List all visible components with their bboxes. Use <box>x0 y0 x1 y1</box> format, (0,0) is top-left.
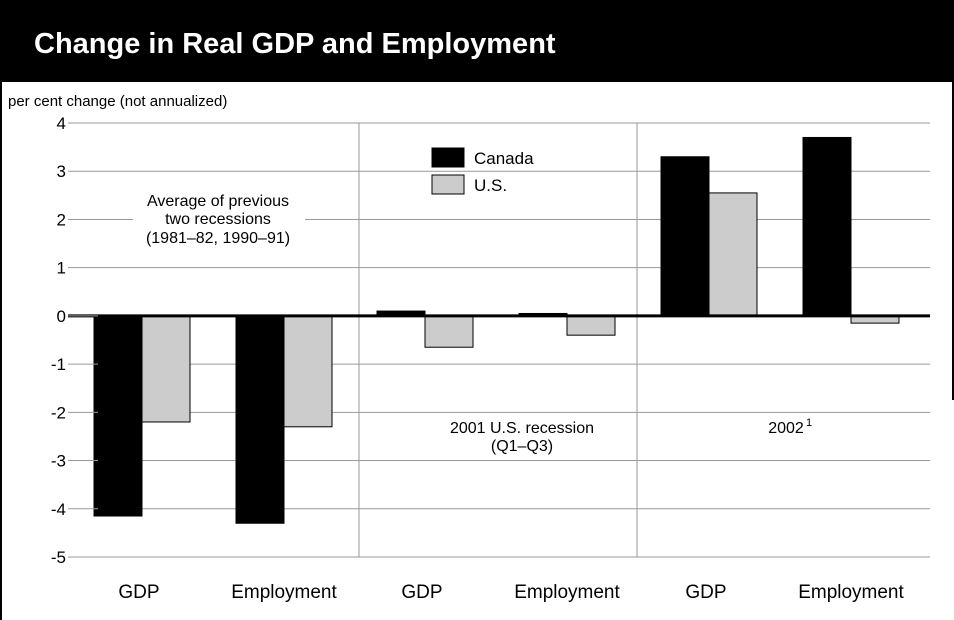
y-tick-label: 1 <box>57 259 66 278</box>
bar-us-gdp <box>708 192 758 317</box>
group-label: (Q1–Q3) <box>491 438 553 455</box>
bar-us-employment <box>283 315 333 428</box>
legend-label: U.S. <box>474 176 507 195</box>
y-tick-label: -2 <box>51 403 66 422</box>
y-tick-label: 3 <box>57 162 66 181</box>
chart-title: Change in Real GDP and Employment <box>34 28 556 60</box>
y-tick-label: -3 <box>51 452 66 471</box>
footnote-marker: 1 <box>806 417 812 429</box>
y-tick-label: 0 <box>57 307 66 326</box>
annotation-backdrop <box>430 414 614 458</box>
x-tick-label: GDP <box>401 582 442 603</box>
y-axis-label: per cent change (not annualized) <box>8 93 227 110</box>
y-tick-label: -4 <box>51 500 66 519</box>
legend-swatch-us <box>431 174 465 195</box>
group-label: two recessions <box>165 211 271 228</box>
group-label: 2002 <box>768 420 804 437</box>
bar-us-gdp <box>424 315 474 348</box>
annotation-backdrop <box>133 188 305 250</box>
group-label: (1981–82, 1990–91) <box>146 230 290 247</box>
x-tick-label: Employment <box>798 582 904 603</box>
x-tick-label: GDP <box>685 582 726 603</box>
bar-canada-employment <box>802 136 852 317</box>
bar-canada-employment <box>235 315 285 524</box>
bar-canada-gdp <box>93 315 143 517</box>
y-tick-label: -5 <box>51 548 66 567</box>
legend-label: Canada <box>474 149 534 168</box>
x-tick-label: Employment <box>514 582 620 603</box>
bar-us-employment <box>566 315 616 336</box>
y-tick-label: 4 <box>57 114 66 133</box>
x-tick-label: Employment <box>231 582 337 603</box>
legend-swatch-canada <box>431 147 465 168</box>
bar-canada-gdp <box>660 156 710 317</box>
annotation-backdrop <box>760 414 820 438</box>
y-tick-label: 2 <box>57 210 66 229</box>
group-label: 2001 U.S. recession <box>450 420 594 437</box>
title-bar: Change in Real GDP and Employment <box>0 0 954 82</box>
bar-us-gdp <box>141 315 191 423</box>
group-label: Average of previous <box>147 193 289 210</box>
y-tick-label: -1 <box>51 355 66 374</box>
x-tick-label: GDP <box>118 582 159 603</box>
